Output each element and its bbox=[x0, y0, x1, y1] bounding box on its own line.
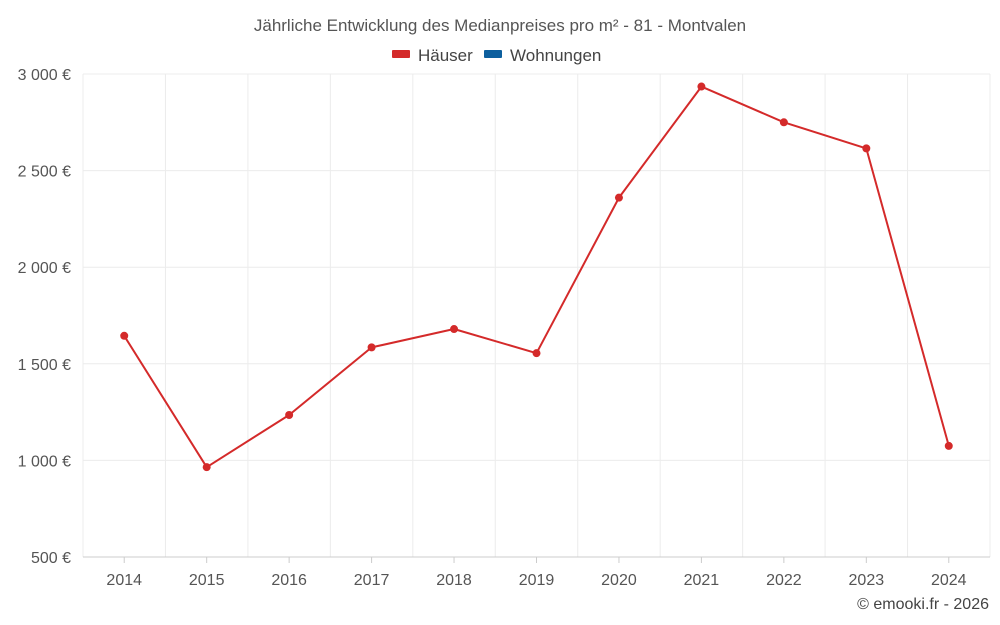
y-axis-labels: 500 € 1 000 € 1 500 € 2 000 € 2 500 € 3 000 € bbox=[18, 67, 71, 567]
y-tick-label: 1 500 € bbox=[18, 357, 71, 374]
y-tick-label: 3 000 € bbox=[18, 67, 71, 84]
data-point-houses-2019[interactable] bbox=[532, 349, 541, 358]
data-point-houses-2020[interactable] bbox=[614, 193, 623, 202]
x-tick-label: 2017 bbox=[354, 572, 390, 589]
data-point-houses-2024[interactable] bbox=[944, 441, 953, 450]
data-point-houses-2018[interactable] bbox=[450, 325, 459, 334]
data-point-houses-2016[interactable] bbox=[285, 410, 294, 419]
credit-text: © emooki.fr - 2026 bbox=[857, 596, 989, 613]
x-tick-label: 2014 bbox=[106, 572, 142, 589]
y-gridlines bbox=[83, 73, 990, 461]
x-tick-label: 2023 bbox=[849, 572, 885, 589]
chart-title: Jährliche Entwicklung des Medianpreises … bbox=[254, 16, 746, 35]
x-tick-label: 2016 bbox=[271, 572, 307, 589]
x-tick-label: 2021 bbox=[684, 572, 720, 589]
data-point-houses-2021[interactable] bbox=[697, 82, 706, 91]
x-tick-label: 2015 bbox=[189, 572, 225, 589]
data-point-houses-2023[interactable] bbox=[862, 144, 871, 153]
data-point-houses-2017[interactable] bbox=[367, 343, 376, 352]
x-tick-label: 2018 bbox=[436, 572, 472, 589]
y-tick-label: 2 500 € bbox=[18, 164, 71, 181]
legend-swatch-houses bbox=[392, 50, 410, 58]
x-tick-label: 2020 bbox=[601, 572, 637, 589]
legend-item-houses[interactable]: Häuser bbox=[392, 46, 473, 65]
data-point-houses-2015[interactable] bbox=[202, 463, 211, 472]
x-gridlines bbox=[82, 74, 991, 557]
legend-swatch-apartments bbox=[484, 50, 502, 58]
legend-label-houses: Häuser bbox=[418, 46, 473, 65]
x-tick-label: 2024 bbox=[931, 572, 967, 589]
legend: Häuser Wohnungen bbox=[392, 46, 601, 65]
y-tick-label: 500 € bbox=[31, 550, 71, 567]
series-houses bbox=[120, 82, 953, 472]
legend-item-apartments[interactable]: Wohnungen bbox=[484, 46, 601, 65]
x-axis-labels: 2014 2015 2016 2017 2018 2019 2020 2021 2022 2023… bbox=[106, 557, 967, 589]
legend-label-apartments: Wohnungen bbox=[510, 46, 601, 65]
data-point-houses-2014[interactable] bbox=[120, 331, 129, 340]
x-tick-label: 2022 bbox=[766, 572, 802, 589]
data-point-houses-2022[interactable] bbox=[779, 118, 788, 127]
x-tick-label: 2019 bbox=[519, 572, 555, 589]
y-tick-label: 1 000 € bbox=[18, 453, 71, 470]
y-tick-label: 2 000 € bbox=[18, 260, 71, 277]
